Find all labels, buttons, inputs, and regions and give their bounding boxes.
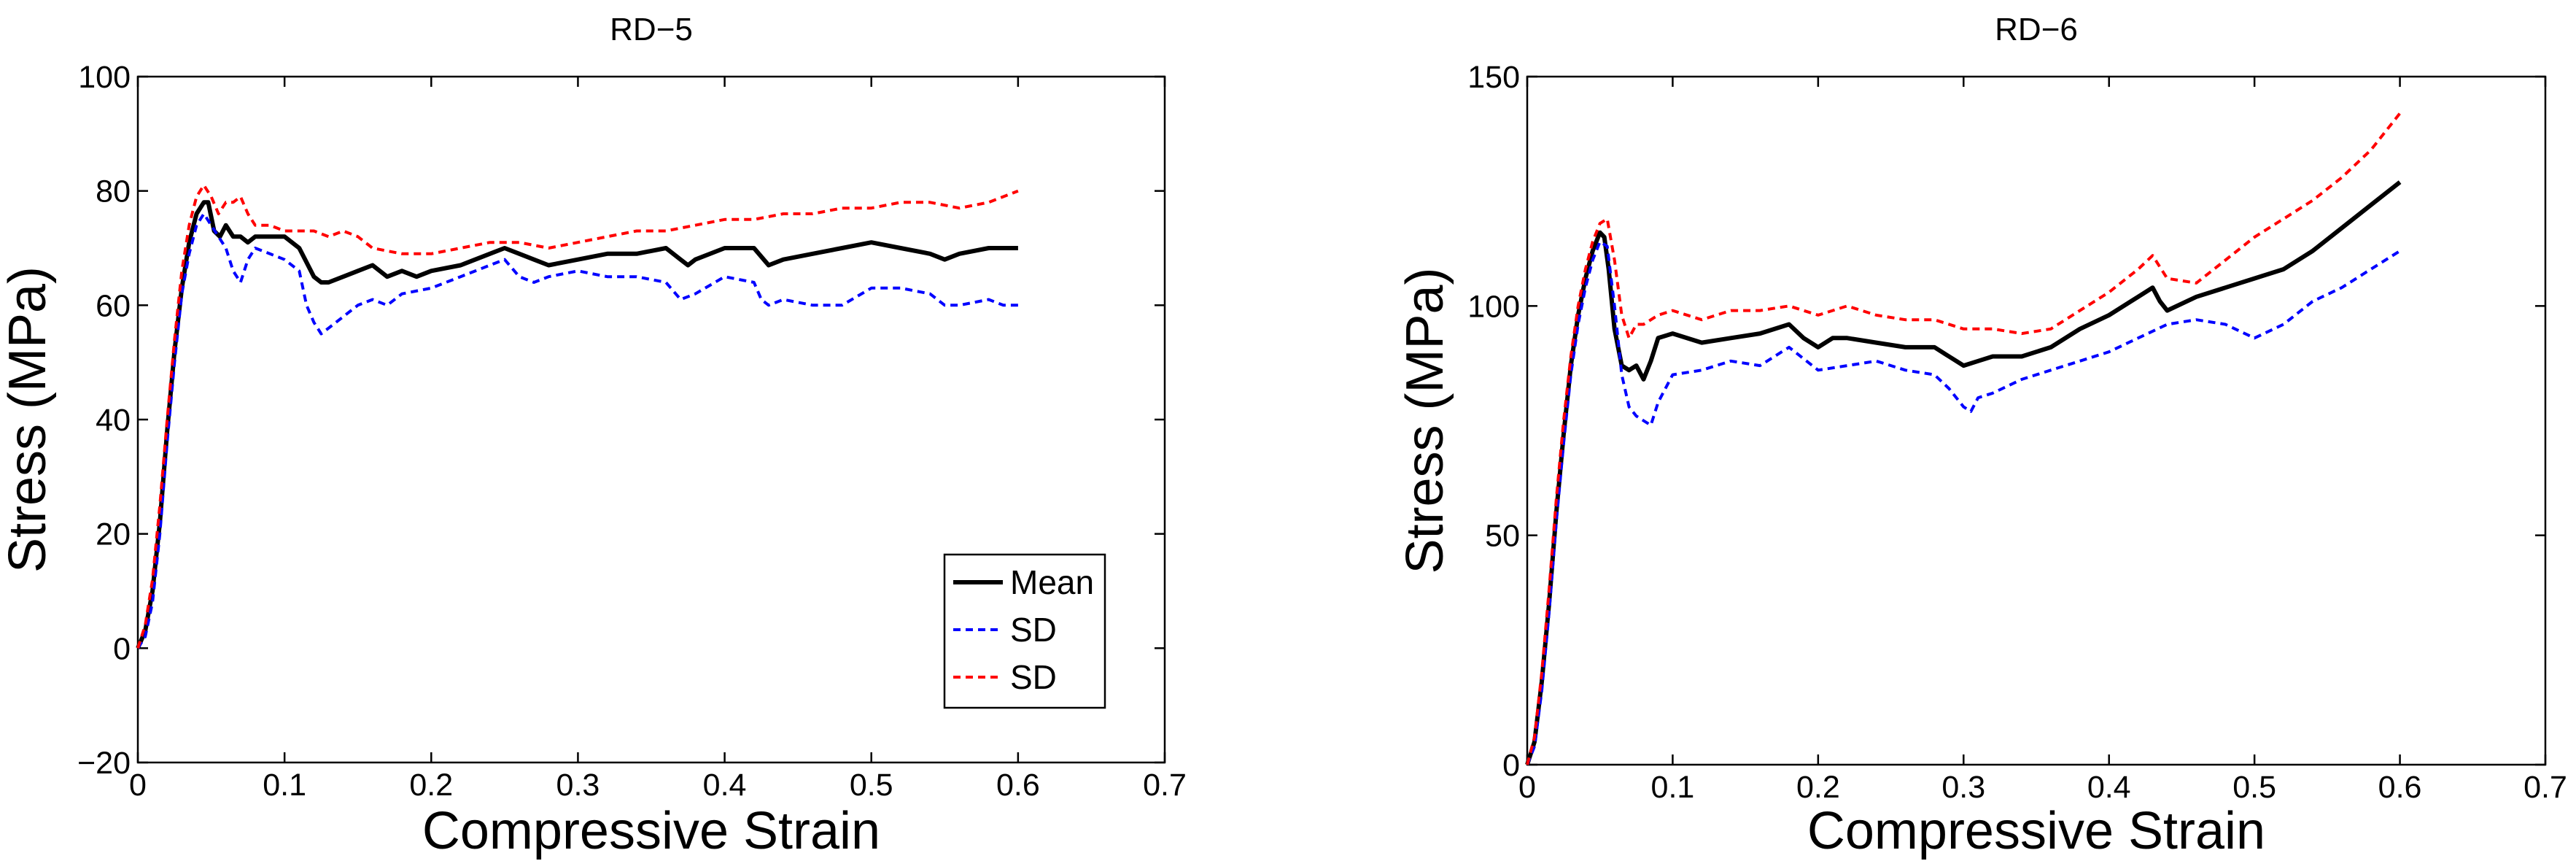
x-tick-label: 0.5: [850, 768, 893, 803]
chart-rd-5: RD−5 0 0.1 0.2 0.3 0.4 0.5 0.6 0.7 −20020406080…: [0, 12, 1187, 860]
y-tick-label: 0: [113, 631, 131, 666]
series-line-sd-dashed: [1526, 240, 2401, 765]
x-tick-label: 0.7: [1143, 768, 1187, 803]
y-axis-ticks: 0 50 100 150: [1467, 60, 2545, 783]
y-axis-label: Stress (MPa): [0, 266, 57, 573]
x-tick-label: 0.7: [2523, 770, 2567, 805]
x-tick-label: 0.3: [1941, 770, 1985, 805]
x-tick-label: 0.2: [1796, 770, 1840, 805]
y-tick-label: 20: [96, 517, 131, 552]
chart-rd-6: RD−6 0 0.1 0.2 0.3 0.4 0.5 0.6 0.7 0 50 100 150 Co…: [1396, 12, 2567, 860]
x-tick-label: 0.5: [2232, 770, 2276, 805]
series-lines: [136, 183, 1019, 649]
x-axis-label: Compressive Strain: [422, 802, 880, 860]
chart-title: RD−6: [1995, 12, 2078, 47]
x-tick-label: 0.1: [263, 768, 306, 803]
series-line-mean-solid: [1525, 180, 2402, 765]
y-tick-label: −20: [77, 746, 131, 781]
y-tick-label: 60: [96, 288, 131, 323]
series-line-sd-dashed: [136, 212, 1018, 649]
x-tick-label: 0.6: [2378, 770, 2422, 805]
y-tick-label: 50: [1485, 519, 1520, 554]
y-tick-label: 0: [1502, 748, 1520, 783]
x-axis-label: Compressive Strain: [1807, 802, 2265, 860]
chart-title: RD−5: [610, 12, 693, 47]
x-tick-label: 0.1: [1651, 770, 1695, 805]
y-tick-label: 100: [1467, 289, 1520, 324]
y-axis-ticks: −20 0 20 40 60 80 100: [77, 60, 1165, 781]
x-tick-label: 0.6: [996, 768, 1040, 803]
series-lines: [1525, 112, 2402, 765]
x-tick-label: 0.4: [703, 768, 747, 803]
legend-label-sd-blue: SD: [1010, 611, 1057, 649]
legend-label-sd-red: SD: [1010, 658, 1057, 696]
y-tick-label: 40: [96, 403, 131, 438]
legend: Mean SD SD: [943, 553, 1106, 709]
x-tick-label: 0: [129, 768, 147, 803]
y-tick-label: 100: [78, 60, 131, 95]
y-tick-label: 150: [1467, 60, 1520, 95]
plot-area-frame: [1526, 75, 2547, 766]
x-tick-label: 0.2: [409, 768, 453, 803]
series-line-mean-solid: [136, 200, 1018, 649]
series-line-sd-dashed: [1526, 112, 2402, 765]
x-axis-ticks: 0 0.1 0.2 0.3 0.4 0.5 0.6 0.7: [129, 77, 1187, 803]
x-tick-label: 0.3: [556, 768, 600, 803]
series-line-sd-dashed: [136, 183, 1019, 649]
legend-label-mean: Mean: [1010, 563, 1094, 601]
x-axis-ticks: 0 0.1 0.2 0.3 0.4 0.5 0.6 0.7: [1518, 77, 2567, 805]
y-axis-label: Stress (MPa): [1396, 267, 1454, 574]
x-tick-label: 0: [1518, 770, 1536, 805]
x-tick-label: 0.4: [2087, 770, 2131, 805]
y-tick-label: 80: [96, 174, 131, 209]
